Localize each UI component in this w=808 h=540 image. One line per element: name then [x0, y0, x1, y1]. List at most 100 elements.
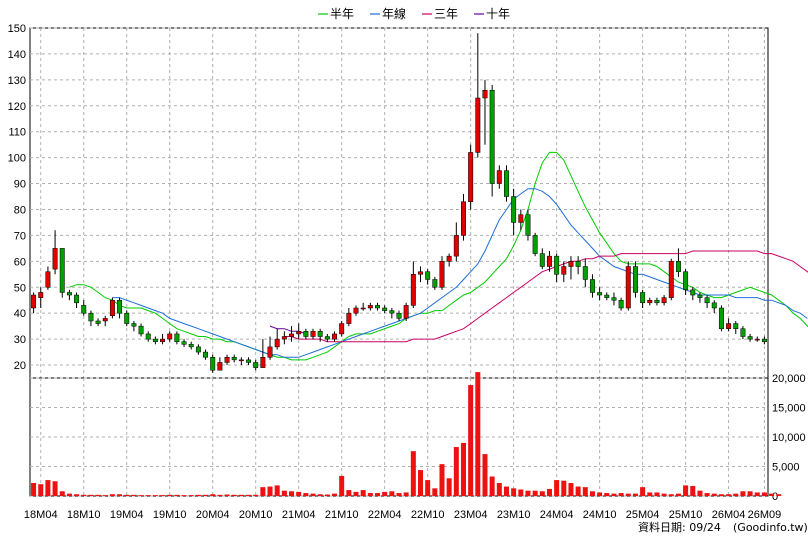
- volume-bar: [117, 494, 123, 496]
- candle-body: [697, 294, 703, 298]
- candle-body: [446, 255, 452, 262]
- volume-bar: [460, 442, 466, 496]
- price-tick-label: 70: [14, 230, 26, 242]
- candle-body: [726, 323, 732, 329]
- candle-body: [740, 328, 746, 337]
- volume-bar: [296, 491, 302, 496]
- candle-body: [683, 271, 689, 291]
- volume-bar: [160, 495, 166, 496]
- candle-body: [589, 279, 595, 293]
- volume-bar: [238, 494, 244, 496]
- volume-bar: [597, 492, 603, 496]
- legend-entry-3: 十年: [486, 7, 510, 21]
- volume-bar: [403, 492, 409, 496]
- volume-bar: [582, 487, 588, 496]
- volume-bar: [102, 495, 108, 496]
- volume-bar: [45, 480, 51, 496]
- x-tick-label: 22M04: [368, 509, 402, 521]
- x-tick-label: 23M04: [454, 509, 488, 521]
- candle-body: [439, 261, 445, 288]
- candle-body: [346, 312, 352, 324]
- candle-body: [410, 274, 416, 306]
- candle-body: [160, 338, 166, 342]
- candle-body: [690, 289, 696, 296]
- candle-body: [532, 235, 538, 254]
- legend-entry-1: 年線: [382, 6, 406, 21]
- candle-body: [152, 338, 158, 342]
- candle-body: [661, 297, 667, 304]
- volume-bar: [217, 494, 223, 496]
- volume-bar: [353, 491, 359, 496]
- price-tick-label: 80: [14, 204, 26, 216]
- x-tick-label: 26M09: [748, 509, 782, 521]
- candle-body: [654, 299, 660, 304]
- candle-body: [518, 214, 524, 223]
- candle-body: [604, 294, 610, 298]
- volume-bar: [360, 490, 366, 496]
- x-tick-label: 24M10: [583, 509, 617, 521]
- candle-body: [453, 235, 459, 257]
- volume-bar: [81, 494, 87, 496]
- volume-bar: [203, 494, 209, 496]
- volume-bar: [503, 486, 509, 496]
- volume-bar: [632, 493, 638, 496]
- candle-body: [267, 346, 273, 358]
- volume-bar: [754, 492, 760, 496]
- volume-bar: [59, 491, 65, 496]
- price-tick-label: 30: [14, 334, 26, 346]
- volume-bar: [747, 491, 753, 496]
- volume-bars: [31, 372, 782, 496]
- volume-bar: [575, 486, 581, 496]
- candle-body: [432, 279, 438, 288]
- price-tick-label: 20: [14, 360, 26, 372]
- volume-bar: [281, 490, 287, 496]
- volume-bar: [303, 493, 309, 496]
- candle-body: [332, 333, 337, 340]
- candle-body: [504, 170, 509, 197]
- volume-tick-label: 5,000: [772, 462, 800, 474]
- volume-bar: [489, 476, 495, 496]
- candle-body: [131, 323, 137, 327]
- candle-body: [66, 292, 72, 296]
- volume-bar: [761, 492, 767, 496]
- volume-bar: [625, 493, 631, 496]
- candle-body: [733, 323, 739, 329]
- candle-body: [525, 214, 531, 236]
- candle-body: [95, 320, 101, 324]
- candle-body: [632, 266, 638, 293]
- volume-bar: [482, 454, 488, 496]
- volume-bar: [188, 495, 194, 496]
- volume-bar: [274, 485, 280, 496]
- x-tick-label: 26M04: [712, 509, 746, 521]
- volume-bar: [640, 487, 646, 496]
- volume-bar: [109, 494, 115, 496]
- candle-body: [554, 255, 560, 275]
- volume-bar: [704, 493, 710, 496]
- volume-bar: [697, 490, 703, 496]
- volume-bar: [253, 494, 259, 496]
- x-tick-label: 20M04: [196, 509, 230, 521]
- candle-body: [74, 294, 80, 304]
- candle-body: [575, 261, 581, 267]
- candle-body: [317, 331, 323, 337]
- x-tick-label: 19M04: [110, 509, 144, 521]
- volume-bar: [683, 485, 689, 496]
- candle-body: [475, 97, 481, 153]
- volume-bar: [74, 494, 80, 496]
- candle-body: [489, 89, 495, 184]
- volume-tick-label: 20,000: [772, 373, 806, 385]
- volume-bar: [174, 494, 180, 496]
- volume-bar: [475, 372, 481, 496]
- volume-bar: [410, 451, 416, 496]
- candle-body: [138, 325, 144, 335]
- volume-bar: [396, 493, 402, 496]
- volume-bar: [518, 489, 524, 496]
- candle-body: [238, 359, 244, 362]
- x-tick-label: 18M10: [67, 509, 101, 521]
- volume-bar: [417, 470, 424, 496]
- price-tick-label: 100: [8, 153, 26, 165]
- volume-bar: [231, 494, 237, 496]
- candle-body: [117, 299, 123, 314]
- candle-body: [217, 362, 223, 371]
- volume-bar: [769, 493, 775, 496]
